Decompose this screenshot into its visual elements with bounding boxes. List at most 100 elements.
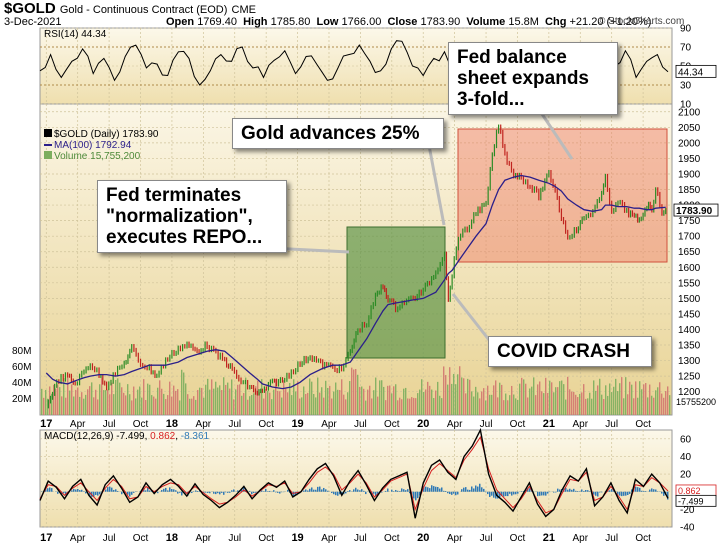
volume-bar [481, 391, 482, 415]
volume-bar [649, 385, 650, 415]
volume-bar [615, 379, 616, 415]
volume-bar [569, 389, 570, 415]
price-y-tick: 1850 [678, 185, 701, 196]
macd-hist-bar [145, 490, 147, 491]
macd-hist-bar [337, 492, 339, 496]
volume-bar [155, 399, 156, 415]
volume-y-tick: 40M [12, 378, 31, 389]
volume-bar [501, 385, 502, 415]
volume-bar [341, 379, 342, 415]
macd-hist-bar [269, 491, 271, 492]
volume-bar [73, 397, 74, 415]
volume-bar [269, 393, 270, 415]
volume-bar [361, 387, 362, 415]
macd-hist-bar [517, 492, 519, 494]
volume-bar [635, 381, 636, 415]
volume-bar [465, 393, 466, 415]
volume-bar [567, 377, 568, 415]
macd-hist-bar [521, 491, 523, 492]
volume-bar [87, 389, 88, 415]
description: Gold - Continuous Contract (EOD) [60, 4, 228, 16]
volume-bar [453, 374, 454, 415]
macd-hist-bar [415, 492, 417, 501]
macd-hist-bar [575, 491, 577, 492]
price-legend-text: $GOLD (Daily) 1783.90 [54, 129, 159, 140]
volume-bar [329, 386, 330, 415]
volume-bar [547, 393, 548, 415]
macd-hist-bar [639, 488, 641, 492]
volume-bar [45, 390, 46, 415]
volume-bar [471, 391, 472, 415]
volume-bar [489, 395, 490, 415]
volume-bar [597, 385, 598, 415]
macd-hist-bar [585, 490, 587, 492]
volume-bar [647, 397, 648, 415]
open-label: Open [166, 16, 194, 28]
macd-hist-bar [217, 492, 219, 493]
macd-hist-bar [463, 488, 465, 492]
volume-bar [169, 382, 170, 415]
volume-bar [385, 400, 386, 415]
volume-bar [81, 392, 82, 415]
volume-bar [479, 398, 480, 415]
volume-bar [497, 397, 498, 415]
macd-hist-bar [219, 492, 221, 495]
volume-bar [249, 396, 250, 415]
rsi-last-label: 44.34 [678, 67, 703, 78]
volume-bar [345, 399, 346, 415]
x-tick-label-macd: Apr [572, 533, 588, 544]
volume-bar [199, 388, 200, 415]
x-tick-label-macd: Jul [103, 533, 116, 544]
macd-hist-bar [373, 492, 375, 494]
volume-bar [343, 395, 344, 415]
macd-hist-bar [595, 492, 597, 496]
volume-bar [365, 401, 366, 415]
volume-bar [369, 386, 370, 415]
volume-bar [183, 372, 184, 415]
macd-legend: MACD(12,26,9) -7.499, 0.862, -8.361 [44, 431, 209, 442]
volume-bar [103, 390, 104, 415]
x-tick-label-macd: Jul [354, 533, 367, 544]
macd-hist-bar [331, 492, 333, 493]
x-tick-label-macd: Jul [605, 533, 618, 544]
volume-bar [153, 397, 154, 415]
macd-hist-bar [629, 492, 631, 494]
volume-bar [291, 395, 292, 415]
volume-bar [421, 379, 422, 415]
macd-hist-bar [309, 489, 311, 492]
macd-hist-bar [75, 490, 77, 492]
volume-bar [399, 398, 400, 415]
volume-bar [667, 386, 668, 415]
macd-hist-bar [263, 491, 265, 492]
x-tick-label-price: 18 [166, 418, 178, 430]
macd-panel [40, 430, 672, 527]
macd-hist-bar [443, 491, 445, 492]
macd-hist-bar [49, 487, 51, 491]
macd-hist-bar [625, 492, 627, 496]
volume-bar [273, 390, 274, 415]
macd-hist-bar [173, 489, 175, 491]
macd-hist-bar [51, 488, 53, 492]
high-value: 1785.80 [271, 16, 311, 28]
macd-hist-bar [265, 489, 267, 492]
volume-bar [179, 400, 180, 415]
volume-bar [519, 384, 520, 415]
volume-bar [447, 385, 448, 415]
volume-bar [257, 381, 258, 415]
macd-hist-bar [177, 492, 179, 494]
x-tick-label-price: Apr [70, 419, 86, 430]
macd-hist-bar [391, 490, 393, 492]
volume-bar [121, 387, 122, 415]
volume-bar [233, 399, 234, 415]
macd-hist-bar [315, 490, 317, 492]
macd-hist-bar [47, 488, 49, 492]
macd-legend-text: MACD(12,26,9) -7.499 [44, 431, 145, 442]
macd-hist-bar [163, 489, 165, 492]
macd-hist-bar [363, 491, 365, 492]
volume-bar [633, 398, 634, 415]
macd-hist-bar [655, 490, 657, 492]
macd-hist-bar [335, 492, 337, 495]
macd-hist-bar [611, 489, 613, 492]
volume-bar [427, 382, 428, 415]
macd-hist-bar [115, 489, 117, 491]
